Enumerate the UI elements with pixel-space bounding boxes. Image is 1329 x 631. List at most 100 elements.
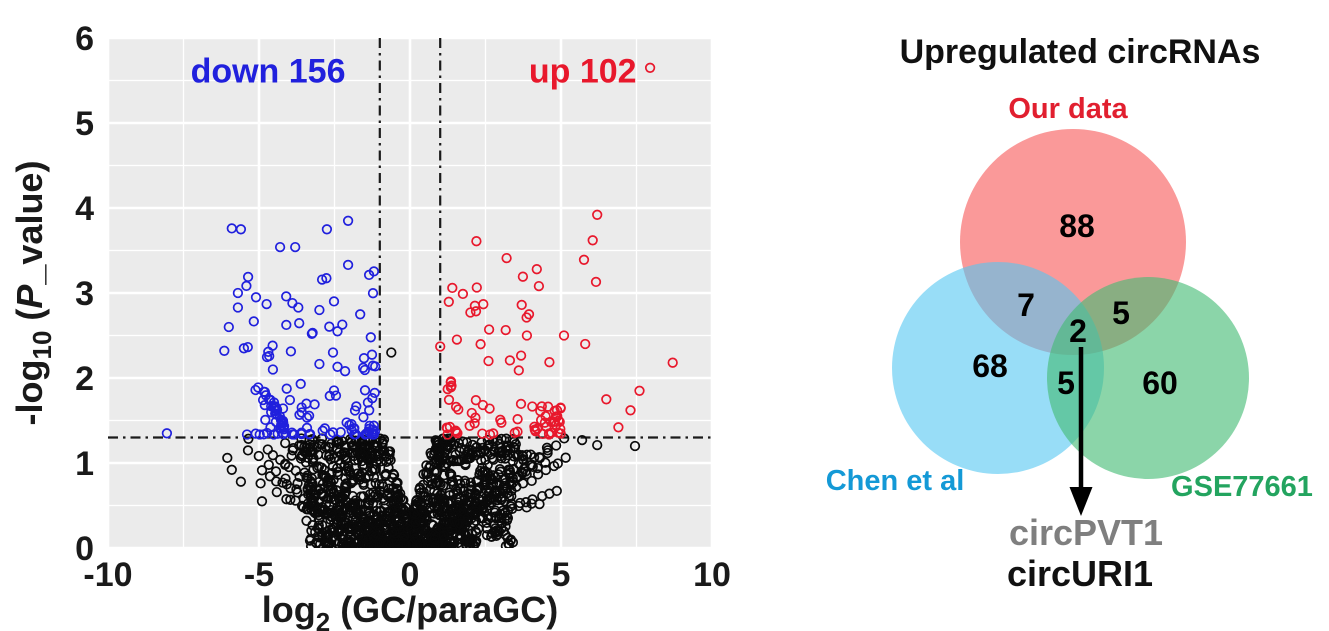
point-ns bbox=[414, 482, 426, 493]
point-ns bbox=[383, 462, 394, 473]
point-down bbox=[327, 427, 339, 438]
point-down bbox=[346, 419, 357, 430]
point-ns bbox=[507, 537, 519, 548]
callout-arrow-head-icon bbox=[1069, 487, 1093, 516]
point-down bbox=[358, 412, 369, 423]
point-down bbox=[301, 412, 313, 423]
point-up bbox=[544, 357, 555, 368]
venn-circle-chen bbox=[892, 262, 1104, 474]
point-up bbox=[580, 338, 591, 350]
point-ns bbox=[480, 478, 491, 490]
point-up bbox=[453, 404, 464, 415]
point-ns bbox=[256, 465, 268, 476]
point-ns bbox=[243, 433, 254, 444]
point-down bbox=[316, 274, 328, 285]
point-ns bbox=[456, 531, 467, 542]
point-down bbox=[363, 269, 375, 281]
x-axis-title: log2 (GC/paraGC) bbox=[262, 589, 558, 631]
venn-set-label-our-data: Our data bbox=[1008, 93, 1128, 125]
point-down bbox=[242, 341, 253, 353]
point-up bbox=[515, 398, 527, 410]
point-ns bbox=[401, 509, 412, 520]
point-ns bbox=[327, 524, 338, 535]
point-ns bbox=[452, 488, 464, 500]
point-ns bbox=[275, 454, 286, 465]
point-ns bbox=[353, 472, 365, 483]
point-ns bbox=[363, 455, 374, 466]
point-ns bbox=[471, 535, 482, 547]
point-ns bbox=[317, 527, 328, 538]
point-up bbox=[531, 264, 542, 275]
point-ns bbox=[328, 488, 339, 499]
point-up bbox=[457, 288, 469, 300]
point-ns bbox=[541, 442, 553, 453]
point-ns bbox=[316, 462, 327, 473]
point-ns bbox=[465, 452, 476, 463]
point-ns bbox=[552, 458, 563, 469]
point-ns bbox=[235, 476, 247, 487]
point-ns bbox=[418, 469, 429, 480]
point-ns bbox=[437, 480, 449, 491]
point-down bbox=[232, 302, 244, 313]
point-down bbox=[281, 291, 292, 302]
point-up bbox=[500, 324, 511, 336]
point-ns bbox=[315, 538, 326, 548]
point-down bbox=[250, 384, 261, 396]
point-up bbox=[469, 418, 480, 429]
point-ns bbox=[491, 530, 502, 542]
point-ns bbox=[380, 468, 392, 480]
point-ns bbox=[432, 508, 443, 520]
threshold-lines bbox=[108, 38, 712, 548]
point-ns bbox=[340, 487, 351, 498]
point-up bbox=[451, 426, 462, 437]
point-ns bbox=[482, 472, 493, 483]
point-ns bbox=[484, 500, 495, 511]
point-down bbox=[324, 321, 335, 332]
point-ns bbox=[416, 518, 428, 530]
point-ns bbox=[287, 445, 298, 456]
point-ns bbox=[528, 452, 540, 463]
point-ns bbox=[255, 478, 266, 489]
point-ns bbox=[306, 447, 317, 458]
point-ns bbox=[373, 448, 384, 459]
point-up bbox=[477, 399, 489, 411]
point-ns bbox=[408, 508, 419, 519]
point-down bbox=[362, 397, 374, 408]
point-ns bbox=[482, 434, 493, 446]
point-up bbox=[601, 394, 612, 405]
point-down bbox=[328, 385, 340, 396]
point-up bbox=[488, 428, 499, 439]
x-tick-label-10: 10 bbox=[693, 556, 731, 594]
point-ns bbox=[373, 522, 385, 534]
point-ns bbox=[410, 517, 421, 528]
point-ns bbox=[486, 531, 497, 542]
point-down bbox=[254, 429, 265, 440]
point-ns bbox=[430, 454, 442, 465]
point-ns bbox=[513, 458, 524, 469]
point-down bbox=[294, 318, 305, 329]
point-up bbox=[496, 417, 507, 428]
point-ns bbox=[263, 459, 274, 470]
point-down bbox=[330, 390, 342, 401]
point-up bbox=[521, 330, 533, 341]
point-ns bbox=[285, 494, 296, 505]
point-ns bbox=[334, 489, 345, 501]
point-ns bbox=[339, 503, 351, 514]
point-ns bbox=[307, 457, 319, 468]
point-down bbox=[272, 428, 283, 439]
point-ns bbox=[484, 488, 495, 499]
point-up bbox=[471, 236, 482, 247]
point-ns bbox=[431, 467, 443, 478]
venn-circle-gse77661 bbox=[1047, 277, 1249, 479]
point-ns bbox=[320, 538, 332, 548]
point-ns bbox=[507, 503, 518, 514]
point-ns bbox=[490, 511, 501, 522]
point-down bbox=[358, 362, 369, 373]
point-ns bbox=[474, 482, 486, 493]
point-ns bbox=[332, 466, 343, 478]
point-down bbox=[241, 280, 252, 292]
point-ns bbox=[393, 519, 405, 530]
x-tick-label--10: -10 bbox=[83, 556, 132, 594]
point-down bbox=[314, 304, 325, 316]
point-ns bbox=[242, 445, 254, 456]
